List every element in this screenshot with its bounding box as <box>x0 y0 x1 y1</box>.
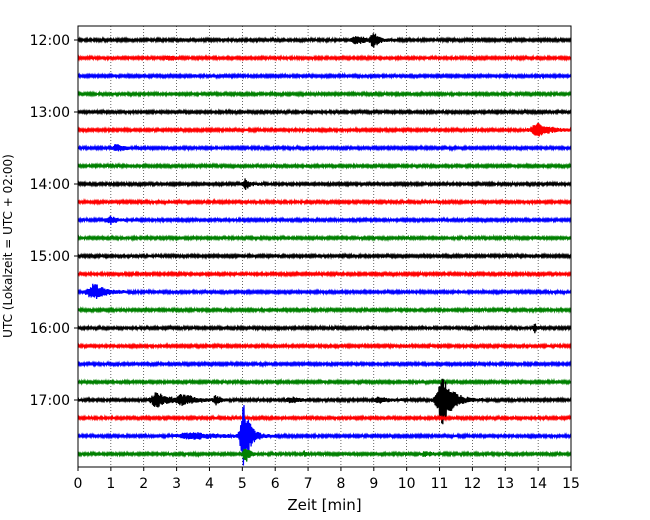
y-axis-ticks: 12:00 13:00 14:00 15:00 16:00 17:00 <box>30 33 78 409</box>
x-tick-label-13: 13 <box>496 476 514 492</box>
y-tick-label-17:00: 17:00 <box>30 393 70 409</box>
y-tick-label-14:00: 14:00 <box>30 177 70 193</box>
x-tick-label-10: 10 <box>398 476 416 492</box>
x-tick-label-6: 6 <box>271 476 280 492</box>
x-tick-label-15: 15 <box>562 476 580 492</box>
trace-row-19 <box>78 377 571 386</box>
x-tick-label-2: 2 <box>139 476 148 492</box>
trace-row-0 <box>78 33 571 48</box>
y-tick-label-12:00: 12:00 <box>30 33 70 49</box>
trace-row-18 <box>78 360 571 368</box>
x-axis-label: Zeit [min] <box>287 496 361 514</box>
x-tick-label-5: 5 <box>238 476 247 492</box>
trace-row-23 <box>78 448 571 462</box>
trace-row-15 <box>78 306 571 314</box>
trace-row-8 <box>78 178 571 190</box>
trace-row-9 <box>78 197 571 206</box>
trace-row-21 <box>78 414 571 422</box>
trace-row-20 <box>78 378 571 425</box>
trace-row-12 <box>78 252 571 260</box>
trace-row-5 <box>78 123 571 137</box>
trace-row-7 <box>78 162 571 170</box>
trace-row-13 <box>78 270 571 278</box>
plot-frame <box>77 25 572 468</box>
trace-row-4 <box>78 108 571 117</box>
x-tick-label-1: 1 <box>106 476 115 492</box>
trace-row-14 <box>78 283 571 300</box>
trace-row-22 <box>78 405 571 466</box>
x-tick-label-14: 14 <box>529 476 547 492</box>
trace-row-1 <box>78 54 571 62</box>
x-tick-label-11: 11 <box>431 476 449 492</box>
trace-row-11 <box>78 233 571 243</box>
y-tick-label-13:00: 13:00 <box>30 105 70 121</box>
x-axis-ticks: 0 1 2 3 4 5 6 7 8 9 10 11 12 13 14 15 <box>74 467 580 492</box>
y-axis-label: UTC (Lokalzeit = UTC + 02:00) <box>1 154 15 338</box>
trace-row-10 <box>78 215 571 225</box>
x-tick-label-4: 4 <box>205 476 214 492</box>
x-tick-label-3: 3 <box>172 476 181 492</box>
x-tick-label-8: 8 <box>336 476 345 492</box>
x-tick-label-12: 12 <box>463 476 481 492</box>
y-tick-label-16:00: 16:00 <box>30 321 70 337</box>
x-tick-label-0: 0 <box>74 476 83 492</box>
trace-row-2 <box>78 71 571 80</box>
trace-row-16 <box>78 323 571 334</box>
trace-row-3 <box>78 90 571 98</box>
trace-row-17 <box>78 342 571 350</box>
x-tick-label-7: 7 <box>304 476 313 492</box>
x-tick-label-9: 9 <box>369 476 378 492</box>
y-tick-label-15:00: 15:00 <box>30 249 70 265</box>
trace-row-6 <box>78 143 571 152</box>
seismic-traces <box>78 33 571 466</box>
